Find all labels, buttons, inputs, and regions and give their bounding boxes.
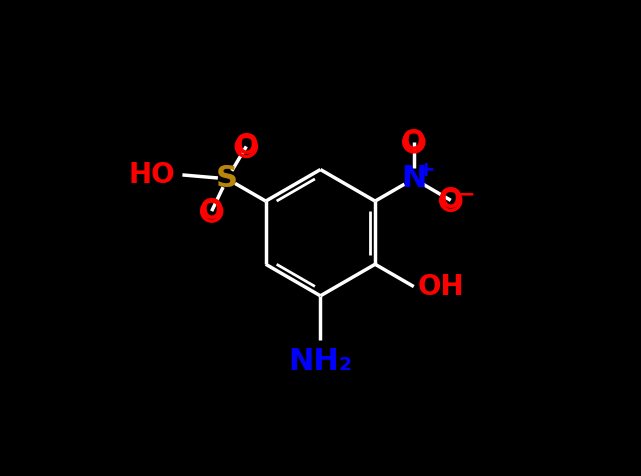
Text: O: O bbox=[402, 128, 426, 156]
Text: OH: OH bbox=[418, 273, 464, 300]
Text: O: O bbox=[235, 132, 258, 160]
Text: O: O bbox=[200, 197, 224, 225]
Text: O: O bbox=[439, 186, 463, 214]
Text: HO: HO bbox=[128, 161, 175, 189]
Text: +: + bbox=[417, 159, 435, 179]
Text: N: N bbox=[401, 164, 426, 193]
Text: NH₂: NH₂ bbox=[288, 347, 353, 376]
Text: −: − bbox=[457, 184, 476, 204]
Text: S: S bbox=[216, 164, 238, 193]
